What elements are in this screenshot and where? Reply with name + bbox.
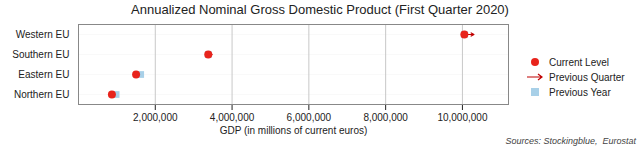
html-text:Annualized Nominal Gross Domes: Annualized Nominal Gross Domestic Produc…	[131, 2, 509, 17]
html-text:Sources: Stockingblue, Eurosta: Sources: Stockingblue, Eurostat	[505, 136, 636, 146]
svg-text:Eastern EU: Eastern EU	[18, 69, 69, 80]
html-text:Current Level: Current Level	[549, 56, 609, 68]
svg-text:Northern EU: Northern EU	[14, 89, 70, 100]
svg-text:8,000,000: 8,000,000	[363, 112, 408, 123]
html-text:Previous Year: Previous Year	[549, 86, 611, 98]
svg-text:4,000,000: 4,000,000	[210, 112, 255, 123]
svg-text:2,000,000: 2,000,000	[133, 112, 178, 123]
svg-text:6,000,000: 6,000,000	[287, 112, 332, 123]
svg-text:Western EU: Western EU	[16, 29, 70, 40]
html-text:Previous Quarter: Previous Quarter	[549, 71, 625, 83]
svg-text:GDP (in millions of current eu: GDP (in millions of current euros)	[220, 125, 368, 136]
svg-text:10,000,000: 10,000,000	[437, 112, 487, 123]
svg-text:Southern EU: Southern EU	[12, 49, 69, 60]
